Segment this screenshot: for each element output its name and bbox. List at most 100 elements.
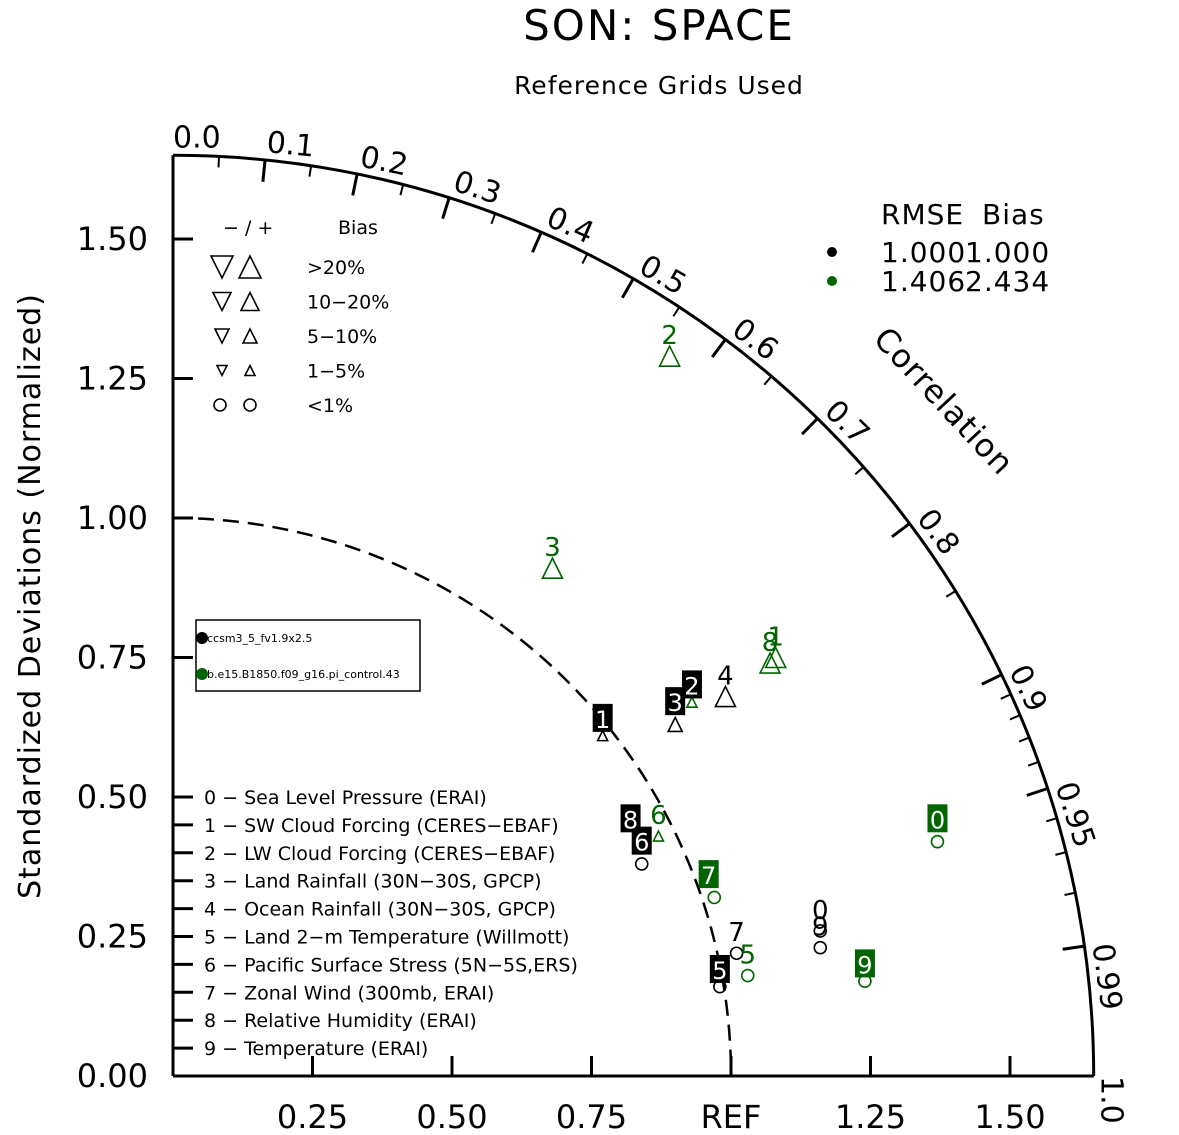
correlation-label: Correlation xyxy=(866,320,1022,483)
x-tick-label: REF xyxy=(701,1098,762,1135)
variable-legend-entry: 8 − Relative Humidity (ERAI) xyxy=(204,1010,477,1032)
y-tick-label: 1.00 xyxy=(77,499,148,537)
bias-legend-range: <1% xyxy=(307,395,353,417)
point-label-box xyxy=(681,670,702,699)
correlation-minor-tick xyxy=(672,306,681,317)
correlation-tick-label: 0.5 xyxy=(633,248,692,302)
correlation-tick-label: 0.6 xyxy=(725,311,784,368)
bias-legend-range: >20% xyxy=(307,257,365,279)
correlation-major-tick xyxy=(981,673,1003,686)
point-number-label: 6 xyxy=(650,801,667,831)
point-number-label-highlighted: 3 xyxy=(668,689,683,717)
point-marker-triangle xyxy=(541,556,564,580)
point-marker-circle xyxy=(740,968,755,983)
case-2-label: b.e15.B1850.f09_g16.pi_control.43 xyxy=(207,668,400,681)
point-number-label: 7 xyxy=(728,918,745,948)
x-tick-label: 0.25 xyxy=(277,1098,348,1135)
bias-down-triangle xyxy=(209,255,235,280)
bias-circle-plus xyxy=(243,398,257,412)
point-marker-circle xyxy=(707,890,722,905)
bias-down-triangle xyxy=(211,291,233,313)
correlation-minor-tick xyxy=(945,590,957,598)
variable-legend-entry: 9 − Temperature (ERAI) xyxy=(204,1038,428,1060)
point-marker-triangle xyxy=(685,695,699,708)
variable-legend: 0 − Sea Level Pressure (ERAI) 1 − SW Clou… xyxy=(173,787,578,1060)
correlation-tick-label: 0.7 xyxy=(818,393,877,451)
y-tick-label: 0.00 xyxy=(77,1057,148,1095)
bias-legend-title: Bias xyxy=(338,217,378,239)
x-tick-label: 1.50 xyxy=(974,1098,1045,1135)
point-label-box xyxy=(698,860,719,889)
bias-legend-rows: >20% 10−20% 5−10% 1−5% <1% xyxy=(209,254,389,417)
correlation-tick-label: 0.1 xyxy=(265,125,316,165)
point-label-box xyxy=(927,804,948,833)
correlation-major-tick xyxy=(351,173,359,196)
correlation-minor-tick xyxy=(490,213,497,225)
y-tick-label: 0.75 xyxy=(77,639,148,677)
bias-up-triangle xyxy=(239,290,261,312)
point-marker-triangle xyxy=(658,344,681,367)
correlation-minor-tick xyxy=(399,184,405,196)
correlation-minor-tick xyxy=(1000,693,1012,700)
point-number-label-highlighted: 1 xyxy=(595,706,610,734)
data-points xyxy=(541,344,945,994)
x-tick-labels: 0.25 0.50 0.75 REF 1.25 1.50 xyxy=(277,1098,1046,1135)
point-number-label: 5 xyxy=(739,941,756,971)
correlation-major-tick xyxy=(261,159,267,182)
point-marker-triangle xyxy=(758,651,782,674)
plot-axes xyxy=(171,153,1096,1078)
bias-legend-range: 1−5% xyxy=(307,361,365,383)
correlation-minor-tick xyxy=(1046,817,1058,823)
stats-row-1-bias: 1.000 xyxy=(965,236,1050,269)
x-tick-label: 0.50 xyxy=(416,1098,487,1135)
correlation-minor-tick xyxy=(217,156,221,168)
stats-header-rmse: RMSE xyxy=(881,198,964,231)
point-number-label-highlighted: 5 xyxy=(712,957,727,985)
outer-correlation-arc xyxy=(172,153,1096,1077)
stats-row-1-marker xyxy=(827,247,837,257)
bias-up-triangle xyxy=(237,254,263,279)
bias-up-triangle xyxy=(243,363,257,377)
chart-subtitle: Reference Grids Used xyxy=(514,71,804,100)
correlation-minor-tick xyxy=(1064,891,1076,896)
correlation-minor-tick xyxy=(1027,760,1039,767)
x-tick-label: 0.75 xyxy=(556,1098,627,1135)
bias-legend-symbols: − / + xyxy=(223,217,273,239)
y-tick-label: 0.25 xyxy=(77,918,148,956)
variable-legend-entry: 1 − SW Cloud Forcing (CERES−EBAF) xyxy=(204,815,559,837)
correlation-tick-label: 0.9 xyxy=(1002,659,1054,717)
point-marker-circle xyxy=(729,946,744,961)
variable-legend-entry: 3 − Land Rainfall (30N−30S, GPCP) xyxy=(204,871,542,893)
point-marker-triangle xyxy=(764,645,787,669)
variable-legend-entry: 7 − Zonal Wind (300mb, ERAI) xyxy=(204,982,494,1004)
correlation-major-tick xyxy=(801,417,819,436)
point-number-label-highlighted: 8 xyxy=(623,806,638,834)
bias-circle-minus xyxy=(213,398,227,412)
point-number-label: 2 xyxy=(661,321,678,351)
point-number-label: 4 xyxy=(717,662,734,692)
point-number-label: 9 xyxy=(812,913,829,943)
point-label-box xyxy=(665,687,686,716)
point-marker-circle xyxy=(634,857,649,871)
reference-arc xyxy=(172,516,733,1077)
point-label-box xyxy=(631,826,652,855)
bias-up-triangle xyxy=(241,327,259,344)
point-number-label: 0 xyxy=(812,896,829,926)
case-1-label: ccsm3_5_fv1.9x2.5 xyxy=(207,632,312,645)
bias-legend-range: 10−20% xyxy=(307,292,389,314)
case-legend: ccsm3_5_fv1.9x2.5 b.e15.B1850.f09_g16.pi… xyxy=(195,619,421,692)
bias-legend-range: 5−10% xyxy=(307,326,377,348)
point-number-label: 3 xyxy=(544,533,561,563)
correlation-tick-label: 0.0 xyxy=(173,120,221,155)
correlation-tick-label: 0.4 xyxy=(541,200,599,251)
point-marker-circle xyxy=(813,924,828,938)
point-label-box xyxy=(592,703,613,732)
point-labels: 04791234568123568079 xyxy=(544,321,948,985)
bias-legend: − / + Bias >20% 10−20% 5−10% 1−5% <1% xyxy=(209,217,389,417)
point-label-box xyxy=(620,804,641,833)
correlation-minor-tick xyxy=(1055,851,1067,856)
point-number-label-highlighted: 2 xyxy=(684,672,699,700)
correlation-minor-tick xyxy=(581,253,589,265)
y-tick-label: 1.25 xyxy=(77,360,148,398)
